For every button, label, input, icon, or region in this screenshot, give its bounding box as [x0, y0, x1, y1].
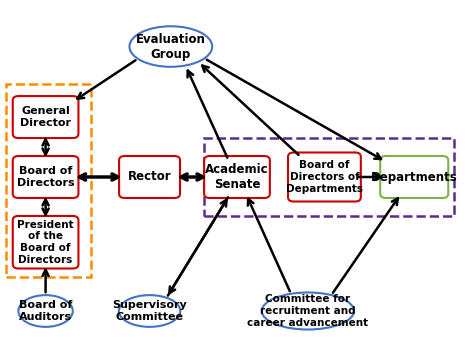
FancyBboxPatch shape [380, 156, 448, 198]
Bar [204, 138, 455, 216]
FancyBboxPatch shape [13, 156, 78, 198]
Text: General
Director: General Director [20, 106, 71, 128]
Text: Rector: Rector [128, 171, 172, 183]
Text: Evaluation
Group: Evaluation Group [136, 33, 206, 61]
FancyBboxPatch shape [119, 156, 180, 198]
Bar [6, 84, 91, 278]
Ellipse shape [262, 292, 354, 330]
Text: Academic
Senate: Academic Senate [205, 163, 269, 191]
Text: Departments: Departments [371, 171, 457, 183]
Text: Board of
Directors: Board of Directors [17, 166, 74, 188]
Text: Board of
Directors of
Departments: Board of Directors of Departments [286, 160, 363, 194]
Text: Board of
Auditors: Board of Auditors [19, 300, 72, 322]
FancyBboxPatch shape [204, 156, 270, 198]
FancyBboxPatch shape [13, 96, 78, 138]
Text: President
of the
Board of
Directors: President of the Board of Directors [17, 220, 74, 265]
FancyBboxPatch shape [288, 153, 361, 201]
Ellipse shape [119, 295, 180, 327]
FancyBboxPatch shape [13, 216, 78, 268]
Text: Supervisory
Committee: Supervisory Committee [112, 300, 187, 322]
Ellipse shape [129, 26, 212, 67]
Ellipse shape [18, 295, 73, 327]
Text: Committee for
recruitment and
career advancement: Committee for recruitment and career adv… [247, 295, 368, 327]
